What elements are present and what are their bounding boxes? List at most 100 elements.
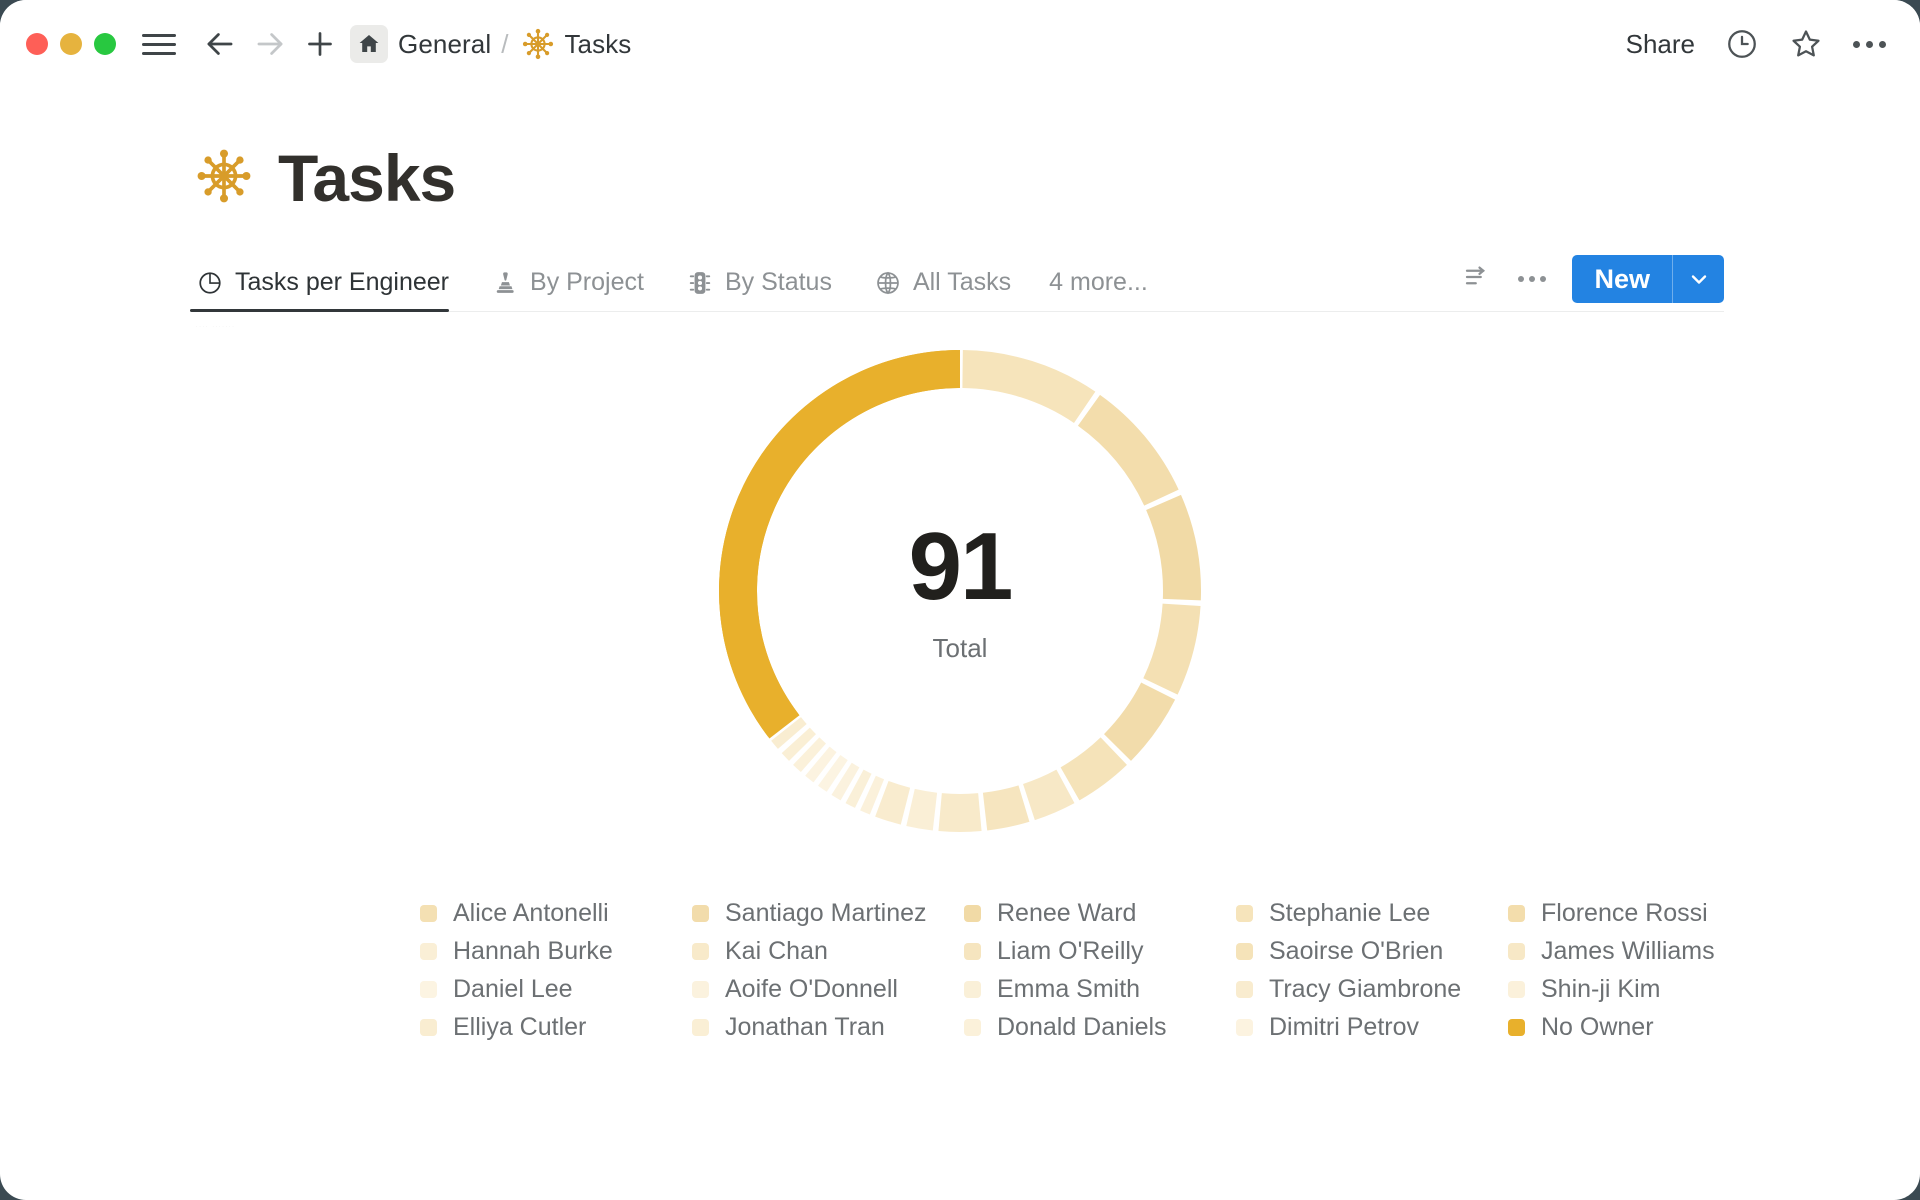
donut-slice[interactable] xyxy=(875,781,911,825)
donut-slice[interactable] xyxy=(1023,769,1075,821)
donut-slice[interactable] xyxy=(1143,603,1201,695)
tab-label: Tasks per Engineer xyxy=(235,268,450,296)
donut-slice[interactable] xyxy=(1146,494,1201,601)
tab-all-tasks[interactable]: All Tasks xyxy=(870,268,1027,311)
traffic-light-icon xyxy=(686,269,714,297)
legend-column: Alice Antonelli Hannah Burke Daniel Lee Ell… xyxy=(420,894,692,1046)
legend-item[interactable]: Aoife O'Donnell xyxy=(692,970,964,1008)
donut-slice[interactable] xyxy=(805,746,837,783)
star-icon[interactable] xyxy=(1789,27,1823,61)
legend-item[interactable]: James Williams xyxy=(1508,932,1780,970)
legend-swatch xyxy=(420,980,437,998)
legend-item[interactable]: Daniel Lee xyxy=(420,970,692,1008)
legend-item[interactable]: Renee Ward xyxy=(964,894,1236,932)
legend-label: Dimitri Petrov xyxy=(1269,1012,1420,1041)
tab-by-project[interactable]: By Project xyxy=(487,268,660,311)
ships-wheel-icon xyxy=(196,148,252,209)
legend-swatch xyxy=(1236,942,1253,960)
legend-item[interactable]: Hannah Burke xyxy=(420,932,692,970)
legend-label: Alice Antonelli xyxy=(453,898,609,927)
legend-item[interactable]: Stephanie Lee xyxy=(1236,894,1508,932)
legend-swatch xyxy=(692,942,709,960)
legend-item[interactable]: Shin-ji Kim xyxy=(1508,970,1780,1008)
legend-label: Jonathan Tran xyxy=(725,1012,885,1041)
legend-label: Aoife O'Donnell xyxy=(725,974,898,1003)
legend-item[interactable]: Emma Smith xyxy=(964,970,1236,1008)
minimize-window-button[interactable] xyxy=(60,33,82,55)
breadcrumb-current[interactable]: Tasks xyxy=(564,28,632,59)
view-tabs: Tasks per Engineer By Project xyxy=(189,255,1724,312)
arrow-left-icon[interactable] xyxy=(200,24,240,64)
page-title: Tasks xyxy=(278,141,456,215)
legend-label: James Williams xyxy=(1541,936,1715,965)
donut-slice[interactable] xyxy=(860,775,885,815)
donut-slice[interactable] xyxy=(982,785,1030,831)
home-icon[interactable] xyxy=(350,25,388,63)
breadcrumb-separator: / xyxy=(501,28,509,59)
titlebar-actions: Share xyxy=(1626,27,1886,61)
legend-column: Santiago Martinez Kai Chan Aoife O'Donnell… xyxy=(692,894,964,1046)
tasks-per-engineer-chart: 91 Total xyxy=(0,344,1920,864)
donut-slice[interactable] xyxy=(962,350,1096,424)
legend-label: Emma Smith xyxy=(997,974,1141,1003)
donut-slice[interactable] xyxy=(1077,394,1179,506)
legend-item[interactable]: Tracy Giambrone xyxy=(1236,970,1508,1008)
donut-slice[interactable] xyxy=(793,737,826,772)
donut-slice[interactable] xyxy=(818,755,848,792)
breadcrumb-parent[interactable]: General xyxy=(398,28,492,59)
legend-swatch xyxy=(1508,904,1525,922)
legend-item[interactable]: Santiago Martinez xyxy=(692,894,964,932)
tab-by-status[interactable]: By Status xyxy=(682,268,848,311)
legend-swatch xyxy=(964,942,981,960)
legend-swatch xyxy=(692,1018,709,1036)
legend-swatch xyxy=(692,980,709,998)
tab-tasks-per-engineer[interactable]: Tasks per Engineer xyxy=(189,268,465,312)
legend-swatch xyxy=(420,1018,437,1036)
legend-item[interactable]: Donald Daniels xyxy=(964,1008,1236,1046)
share-button[interactable]: Share xyxy=(1625,28,1695,59)
new-button[interactable]: New xyxy=(1572,255,1672,303)
ellipsis-icon[interactable] xyxy=(1518,276,1547,282)
donut-slice[interactable] xyxy=(781,727,816,761)
legend-label: Hannah Burke xyxy=(453,936,613,965)
donut-slice[interactable] xyxy=(771,717,807,749)
filter-sort-icon[interactable] xyxy=(1462,262,1492,297)
donut-slice[interactable] xyxy=(831,762,860,801)
legend-item[interactable]: No Owner xyxy=(1508,1008,1780,1046)
legend-swatch xyxy=(1236,980,1253,998)
donut-chart[interactable]: 91 Total xyxy=(713,344,1207,838)
maximize-window-button[interactable] xyxy=(94,33,116,55)
legend-label: Liam O'Reilly xyxy=(997,936,1144,965)
legend-item[interactable]: Kai Chan xyxy=(692,932,964,970)
donut-slice[interactable] xyxy=(1104,682,1176,761)
donut-slice-accent[interactable] xyxy=(719,350,958,737)
tabs-more-button[interactable]: 4 more... xyxy=(1049,268,1148,296)
legend-item[interactable]: Saoirse O'Brien xyxy=(1236,932,1508,970)
close-window-button[interactable] xyxy=(26,33,48,55)
render-artifact-text: ···· ······· xyxy=(196,324,236,329)
legend-label: Stephanie Lee xyxy=(1269,898,1431,927)
clock-icon[interactable] xyxy=(1725,27,1759,61)
donut-slice[interactable] xyxy=(845,769,872,808)
chevron-down-icon[interactable] xyxy=(1672,255,1724,303)
legend-column: Renee Ward Liam O'Reilly Emma Smith Donald … xyxy=(964,894,1236,1046)
tab-label: By Status xyxy=(724,268,832,296)
ellipsis-icon[interactable] xyxy=(1853,40,1886,48)
legend-item[interactable]: Liam O'Reilly xyxy=(964,932,1236,970)
plus-icon[interactable] xyxy=(300,24,340,64)
legend-label: Florence Rossi xyxy=(1541,898,1708,927)
arrow-right-icon[interactable] xyxy=(250,24,290,64)
hamburger-icon[interactable] xyxy=(142,27,176,61)
legend-swatch xyxy=(692,904,709,922)
donut-slice[interactable] xyxy=(906,788,938,831)
legend-swatch xyxy=(1236,904,1253,922)
donut-slice[interactable] xyxy=(1060,737,1127,801)
legend-item[interactable]: Florence Rossi xyxy=(1508,894,1780,932)
legend-item[interactable]: Alice Antonelli xyxy=(420,894,692,932)
donut-slice[interactable] xyxy=(938,793,982,832)
legend-item[interactable]: Dimitri Petrov xyxy=(1236,1008,1508,1046)
legend-swatch xyxy=(1236,1018,1253,1036)
legend-item[interactable]: Elliya Cutler xyxy=(420,1008,692,1046)
legend-item[interactable]: Jonathan Tran xyxy=(692,1008,964,1046)
